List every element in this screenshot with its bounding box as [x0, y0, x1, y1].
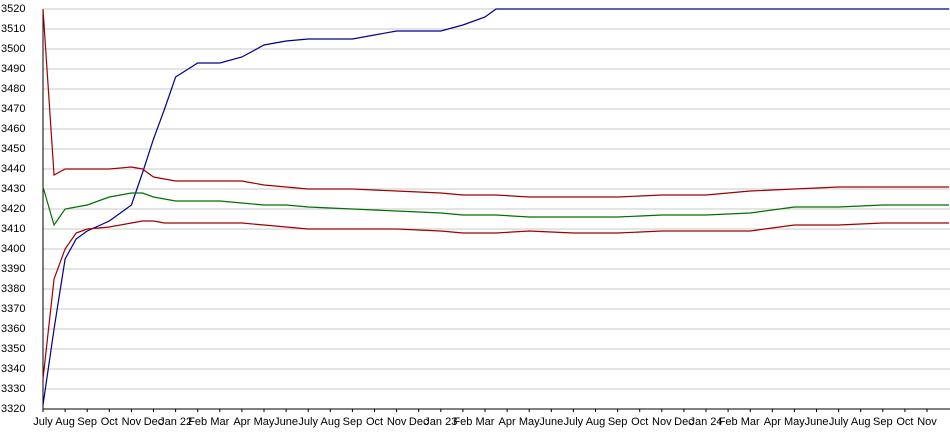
x-tick-label: Jan 23	[424, 416, 457, 428]
series-line	[42, 186, 950, 227]
y-tick-label: 3360	[1, 323, 25, 335]
x-tick-label: Mar	[210, 416, 229, 428]
x-tick-label: July	[298, 416, 318, 428]
x-tick-label: July	[33, 416, 53, 428]
y-tick-label: 3400	[1, 243, 25, 255]
x-tick-label: Dec	[144, 416, 164, 428]
x-tick-label: Nov	[387, 416, 407, 428]
y-tick-label: 3440	[1, 163, 25, 175]
y-tick-label: 3380	[1, 283, 25, 295]
y-tick-label: 3500	[1, 43, 25, 55]
series-line	[42, 8, 950, 406]
y-tick-label: 3520	[1, 3, 25, 15]
y-tick-label: 3480	[1, 83, 25, 95]
y-tick-label: 3470	[1, 103, 25, 115]
y-tick-label: 3460	[1, 123, 25, 135]
x-tick-label: Dec	[674, 416, 694, 428]
y-tick-label: 3410	[1, 223, 25, 235]
y-tick-label: 3430	[1, 183, 25, 195]
x-tick-label: Mar	[476, 416, 495, 428]
x-tick-label: Aug	[321, 416, 341, 428]
x-tick-label: Aug	[55, 416, 75, 428]
x-tick-label: July	[564, 416, 584, 428]
x-tick-label: May	[254, 416, 275, 428]
y-tick-label: 3370	[1, 303, 25, 315]
x-tick-label: May	[519, 416, 540, 428]
series-line	[42, 220, 950, 380]
y-tick-label: 3320	[1, 403, 25, 415]
x-tick-label: Sep	[77, 416, 97, 428]
y-tick-label: 3490	[1, 63, 25, 75]
y-tick-label: 3420	[1, 203, 25, 215]
y-tick-label: 3330	[1, 383, 25, 395]
x-tick-label: Dec	[409, 416, 429, 428]
x-tick-label: Sep	[873, 416, 893, 428]
x-tick-label: Nov	[122, 416, 142, 428]
x-tick-label: Nov	[652, 416, 672, 428]
x-tick-label: Mar	[741, 416, 760, 428]
x-tick-label: Aug	[586, 416, 606, 428]
x-tick-label: Apr	[764, 416, 781, 428]
x-tick-label: Apr	[499, 416, 516, 428]
x-tick-label: Feb	[188, 416, 207, 428]
y-tick-label: 3340	[1, 363, 25, 375]
y-tick-label: 3510	[1, 23, 25, 35]
x-tick-label: Sep	[608, 416, 628, 428]
y-tick-label: 3390	[1, 263, 25, 275]
x-tick-label: Jan 24	[689, 416, 722, 428]
x-tick-label: July	[829, 416, 849, 428]
x-tick-label: Nov	[917, 416, 937, 428]
y-tick-label: 3350	[1, 343, 25, 355]
x-tick-label: Oct	[101, 416, 118, 428]
series-line	[42, 8, 950, 198]
x-tick-label: Oct	[366, 416, 383, 428]
y-tick-label: 3450	[1, 143, 25, 155]
x-tick-label: June	[539, 416, 563, 428]
x-tick-label: May	[784, 416, 805, 428]
x-tick-label: Apr	[233, 416, 250, 428]
x-tick-label: Feb	[719, 416, 738, 428]
x-tick-label: Sep	[343, 416, 363, 428]
x-tick-label: June	[805, 416, 829, 428]
x-tick-label: June	[274, 416, 298, 428]
x-tick-label: Feb	[453, 416, 472, 428]
x-tick-label: Oct	[631, 416, 648, 428]
x-tick-label: Aug	[851, 416, 871, 428]
x-tick-label: Oct	[896, 416, 913, 428]
x-tick-label: Jan 22	[159, 416, 192, 428]
